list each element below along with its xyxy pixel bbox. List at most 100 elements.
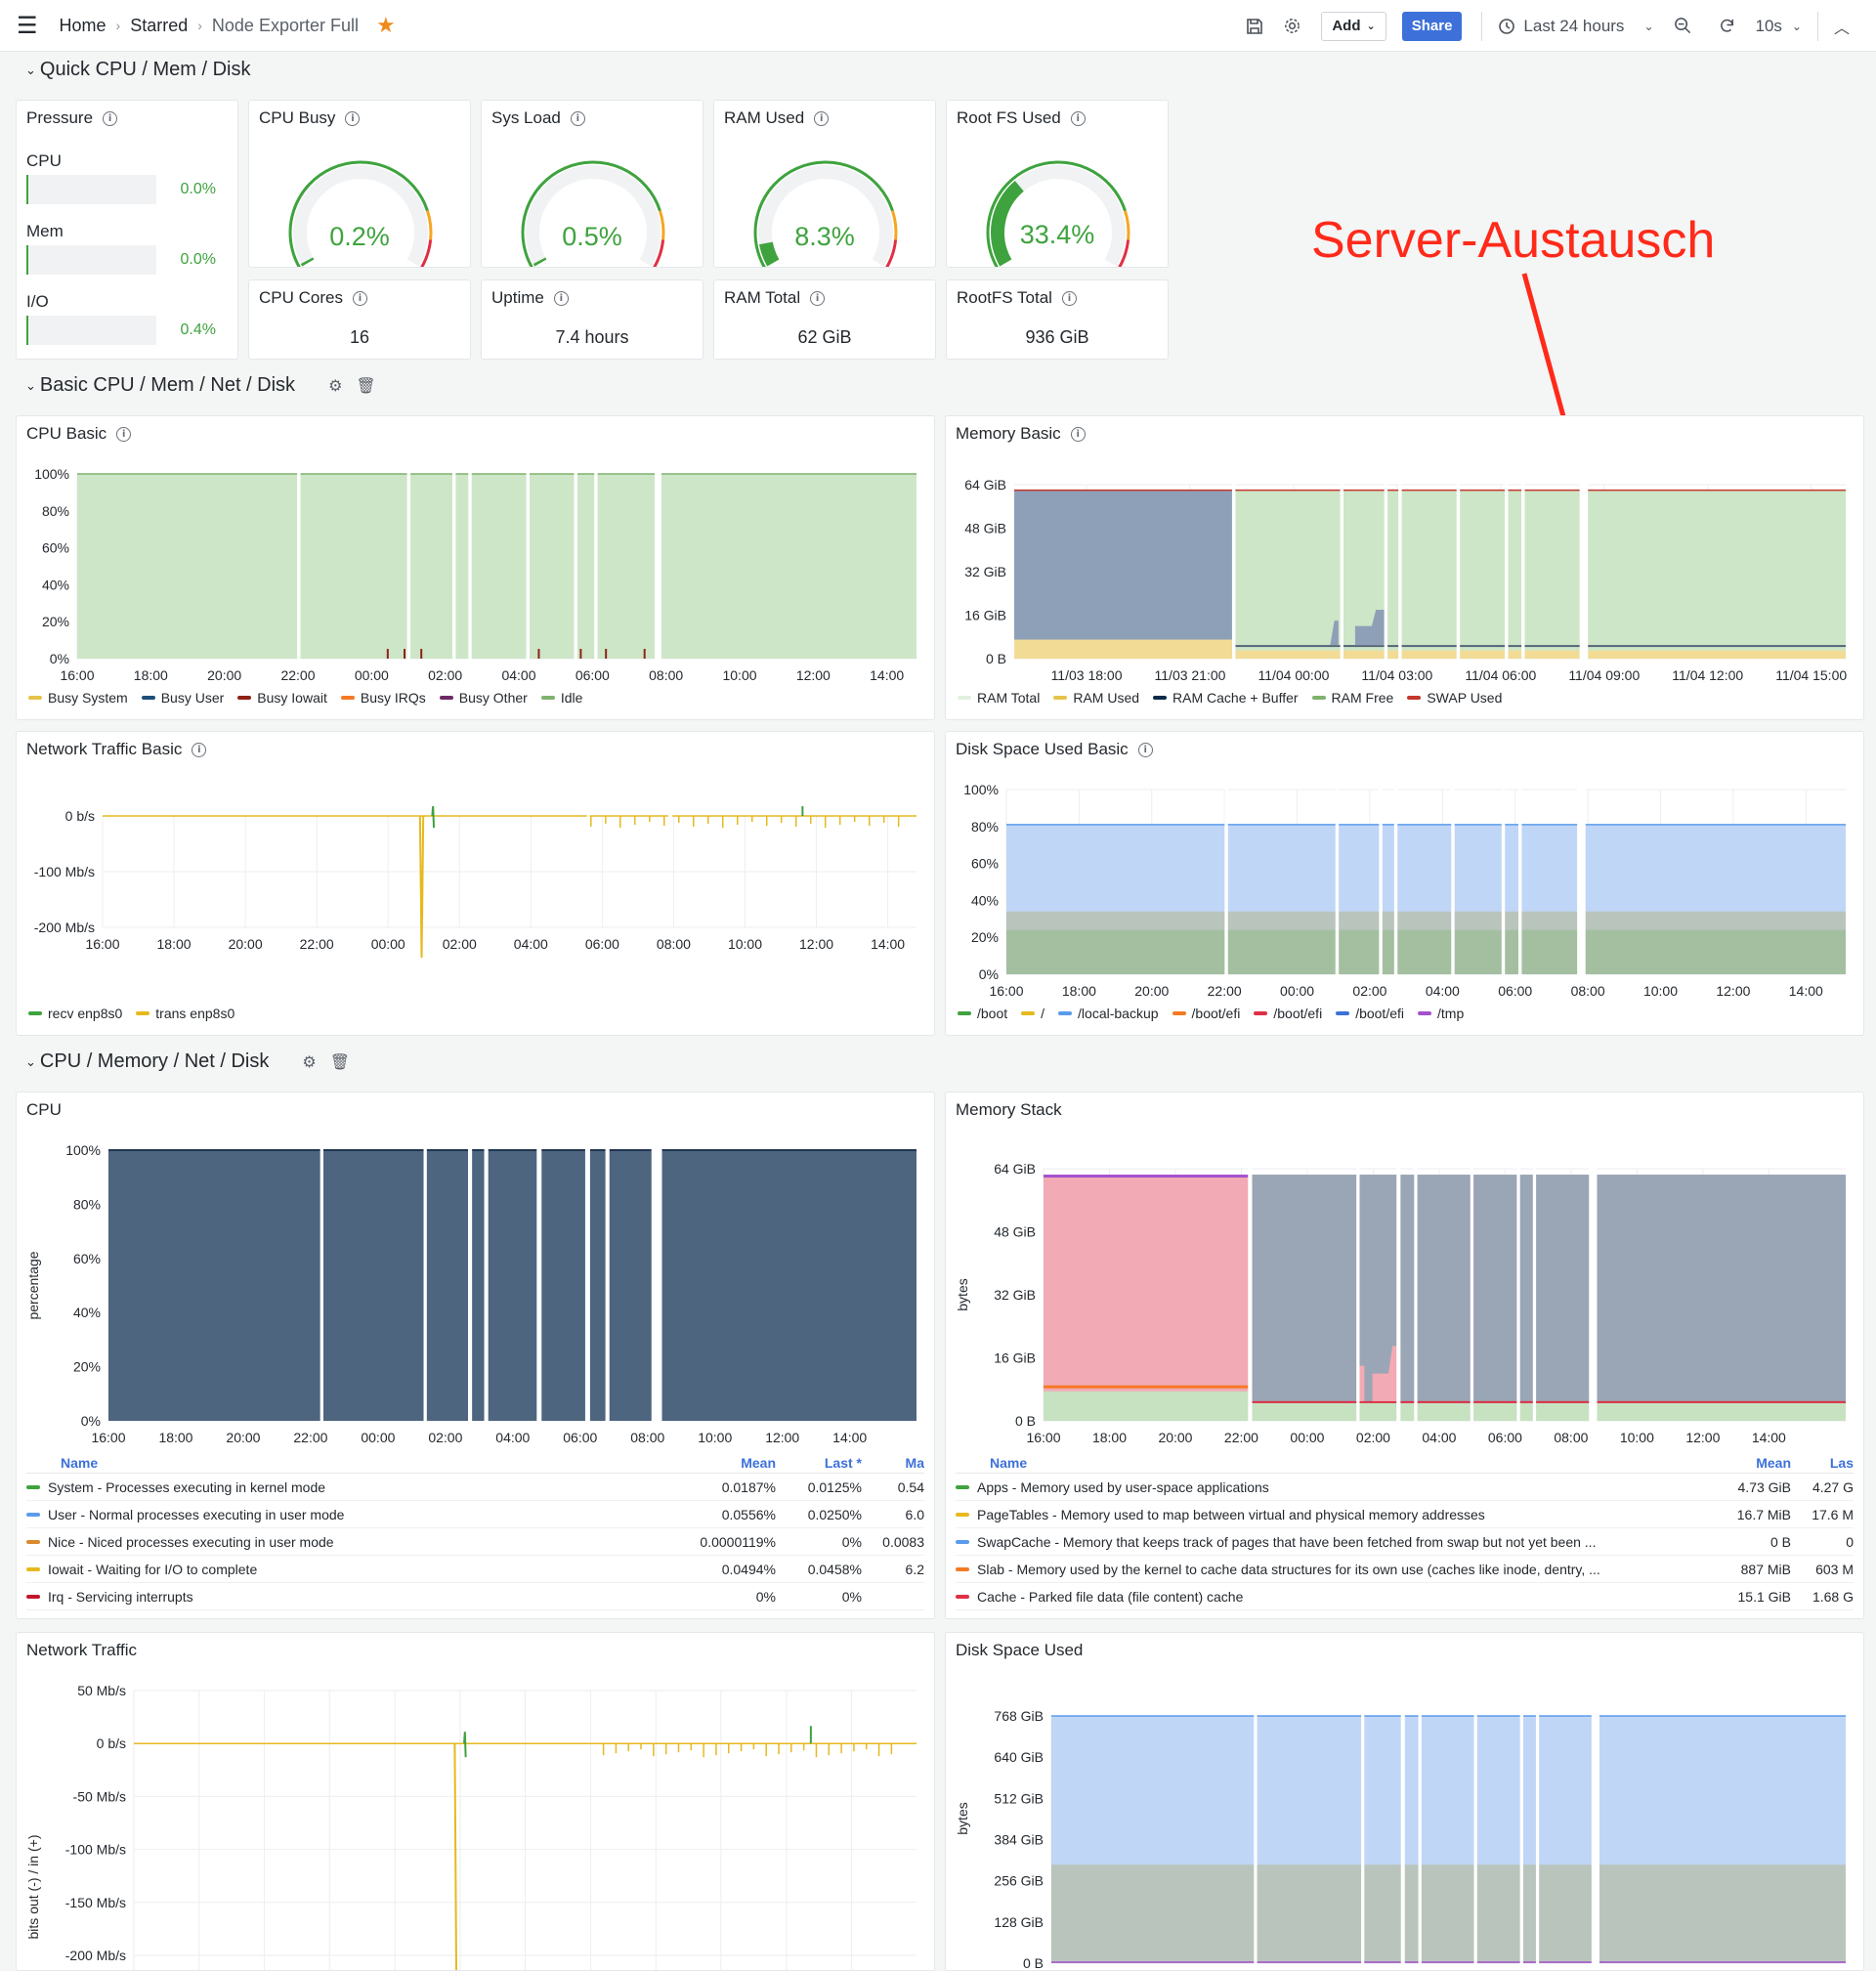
time-range-picker[interactable]: Last 24 hours ⌄	[1488, 11, 1663, 42]
info-icon[interactable]: i	[810, 290, 826, 306]
info-icon[interactable]: i	[1061, 290, 1077, 306]
refresh-icon[interactable]	[1708, 11, 1746, 42]
info-icon[interactable]: i	[116, 426, 132, 442]
star-icon[interactable]: ★	[375, 13, 396, 37]
column-mean[interactable]: Mean	[1756, 1454, 1791, 1471]
info-icon[interactable]: i	[553, 290, 569, 306]
x-tick-label: 10:00	[728, 936, 762, 952]
legend-item[interactable]: Busy Iowait	[237, 690, 327, 706]
legend-item[interactable]: /boot	[958, 1006, 1007, 1021]
info-icon[interactable]: i	[814, 110, 830, 126]
column-name[interactable]: Name	[61, 1454, 99, 1471]
column-last[interactable]: Last *	[824, 1454, 862, 1471]
y-tick-label: 100%	[963, 782, 999, 797]
used-area	[1014, 639, 1232, 659]
table-row[interactable]: Cache - Parked file data (file content) …	[956, 1583, 1854, 1610]
table-row[interactable]: System - Processes executing in kernel m…	[26, 1474, 924, 1501]
gear-icon[interactable]: ⚙	[302, 1053, 317, 1071]
menu-icon[interactable]: ☰	[17, 12, 38, 39]
cell-value: 16.7 MiB	[1736, 1506, 1791, 1522]
x-tick-label: 02:00	[1356, 1430, 1390, 1445]
gauge-fill	[533, 257, 547, 267]
pressure-cpu-bar	[26, 175, 156, 204]
info-icon[interactable]: i	[570, 110, 585, 126]
table-row[interactable]: Nice - Niced processes executing in user…	[26, 1528, 924, 1556]
legend-item[interactable]: Idle	[540, 690, 582, 706]
disk-space-used-basic-panel: Disk Space Used Basic i 100% 80% 60% 40% 20% 0…	[945, 731, 1864, 1036]
table-row[interactable]: Apps - Memory used by user-space applica…	[956, 1474, 1854, 1501]
legend-item[interactable]: Busy User	[141, 690, 224, 706]
column-mean[interactable]: Mean	[741, 1454, 776, 1471]
info-icon[interactable]: i	[1070, 426, 1086, 442]
column-last[interactable]: Las	[1829, 1454, 1854, 1471]
cell-value: 4.73 GiB	[1737, 1478, 1791, 1495]
trash-icon[interactable]: 🗑	[356, 377, 376, 395]
table-row[interactable]: SwapCache - Memory that keeps track of p…	[956, 1528, 1854, 1556]
legend-item[interactable]: RAM Total	[958, 690, 1040, 706]
table-row[interactable]: User - Normal processes executing in use…	[26, 1501, 924, 1528]
x-tick-label: 02:00	[1352, 983, 1386, 999]
info-icon[interactable]: i	[192, 742, 207, 757]
gauge-arc	[753, 160, 898, 267]
settings-gear-icon[interactable]	[1273, 11, 1311, 42]
collapse-chevron-up-icon[interactable]: ︿	[1833, 20, 1850, 37]
y-tick-label: 48 GiB	[994, 1224, 1036, 1240]
series-name: System - Processes executing in kernel m…	[26, 1479, 690, 1495]
breadcrumb-starred[interactable]: Starred	[130, 15, 189, 35]
row-basic-cpu-mem-net-disk[interactable]: ⌄ Basic CPU / Mem / Net / Disk ⚙ 🗑	[25, 374, 376, 397]
panel-title: Disk Space Used	[956, 1641, 1083, 1660]
series-name: PageTables - Memory used to map between …	[956, 1507, 1705, 1522]
legend-item[interactable]: SWAP Used	[1407, 690, 1502, 706]
panel-title-text: Network Traffic Basic	[26, 740, 183, 758]
legend-item[interactable]: Busy IRQs	[340, 690, 426, 706]
data-gap	[658, 472, 661, 660]
legend-item[interactable]: RAM Used	[1053, 690, 1139, 706]
table-header: Name Mean Last * Ma	[26, 1452, 924, 1474]
data-gap	[667, 808, 673, 825]
y-tick-label: 20%	[42, 614, 69, 629]
table-row[interactable]: Irq - Servicing interrupts 0% 0%	[26, 1583, 924, 1610]
info-icon[interactable]: i	[1070, 110, 1086, 126]
legend-item[interactable]: /	[1021, 1006, 1045, 1021]
info-icon[interactable]: i	[345, 110, 361, 126]
trash-icon[interactable]: 🗑	[329, 1053, 351, 1071]
share-button[interactable]: Share	[1401, 11, 1463, 41]
y-tick-label: 40%	[42, 577, 69, 592]
legend-item[interactable]: RAM Free	[1311, 690, 1393, 706]
legend-item[interactable]: /boot/efi	[1172, 1006, 1240, 1021]
column-name[interactable]: Name	[990, 1454, 1028, 1471]
legend-item[interactable]: /tmp	[1418, 1006, 1464, 1021]
panel-title: CPU Cores i	[259, 288, 367, 308]
data-gap	[1589, 1167, 1598, 1422]
data-gap	[1451, 788, 1455, 975]
series-swatch	[26, 1484, 40, 1489]
gear-icon[interactable]: ⚙	[328, 377, 343, 395]
add-button[interactable]: Add ⌄	[1321, 11, 1386, 41]
x-tick-label: 22:00	[1208, 983, 1242, 999]
zoom-out-icon[interactable]	[1664, 11, 1702, 42]
info-icon[interactable]: i	[103, 110, 118, 126]
legend-item[interactable]: Busy System	[28, 690, 128, 706]
row-quick-cpu-mem-disk[interactable]: ⌄ Quick CPU / Mem / Disk	[25, 59, 250, 81]
legend-item[interactable]: /boot/efi	[1254, 1006, 1322, 1021]
legend-item[interactable]: RAM Cache + Buffer	[1153, 690, 1299, 706]
panel-title-text: RAM Total	[724, 288, 801, 307]
table-row[interactable]: PageTables - Memory used to map between …	[956, 1501, 1854, 1528]
legend-item[interactable]: trans enp8s0	[136, 1006, 234, 1021]
legend-item[interactable]: /boot/efi	[1336, 1006, 1404, 1021]
refresh-interval-picker[interactable]: 10s ⌄	[1746, 11, 1812, 42]
y-tick-label: 0%	[81, 1413, 101, 1429]
legend-item[interactable]: /local-backup	[1058, 1006, 1159, 1021]
unused-area	[1252, 1175, 1846, 1421]
info-icon[interactable]: i	[352, 290, 367, 306]
legend-item[interactable]: Busy Other	[439, 690, 528, 706]
save-icon[interactable]	[1236, 11, 1273, 42]
legend-item[interactable]: recv enp8s0	[28, 1006, 122, 1021]
breadcrumb-home[interactable]: Home	[59, 15, 107, 35]
column-max[interactable]: Ma	[905, 1454, 924, 1471]
info-icon[interactable]: i	[1137, 742, 1153, 757]
table-row[interactable]: Iowait - Waiting for I/O to complete 0.04…	[26, 1556, 924, 1583]
row-cpu-memory-net-disk[interactable]: ⌄ CPU / Memory / Net / Disk ⚙ 🗑	[25, 1050, 350, 1073]
table-row[interactable]: Slab - Memory used by the kernel to cach…	[956, 1556, 1854, 1583]
stat-value: 7.4 hours	[555, 327, 629, 347]
